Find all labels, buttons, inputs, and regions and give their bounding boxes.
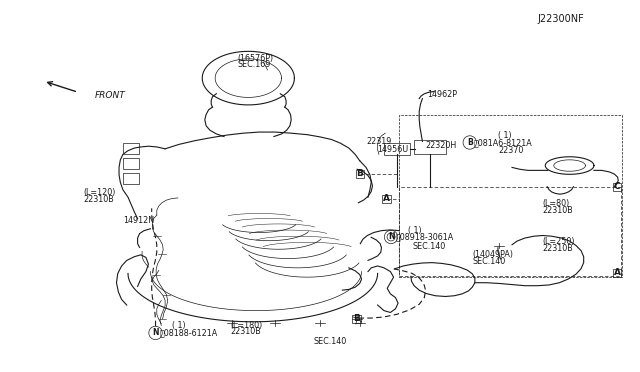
Text: J22300NF: J22300NF [538, 15, 584, 24]
Text: Ⓑ081A6-8121A: Ⓑ081A6-8121A [474, 138, 532, 147]
Text: (L=180): (L=180) [230, 321, 262, 330]
Text: 22319: 22319 [366, 137, 392, 146]
Text: C: C [614, 182, 620, 191]
Text: (L=120): (L=120) [83, 188, 116, 197]
Text: N: N [152, 328, 159, 337]
Bar [353, 315, 360, 323]
Bar [123, 143, 139, 154]
Text: 22370: 22370 [498, 146, 524, 155]
Text: 22320H: 22320H [426, 141, 457, 150]
Text: 14912N: 14912N [124, 216, 155, 225]
Text: 22310B: 22310B [542, 206, 573, 215]
Text: ( 1): ( 1) [172, 321, 185, 330]
Text: B: B [353, 314, 360, 323]
Bar [123, 158, 139, 169]
Text: N: N [388, 232, 394, 241]
Text: (16576P): (16576P) [237, 54, 273, 62]
Text: (14049PA): (14049PA) [472, 250, 513, 259]
Text: 14962P: 14962P [428, 90, 458, 99]
Text: SEC.140: SEC.140 [472, 257, 506, 266]
Text: 22310B: 22310B [230, 327, 261, 336]
Text: B: B [467, 138, 472, 147]
Text: FRONT: FRONT [95, 91, 125, 100]
Text: B: B [356, 169, 363, 178]
Text: 22310B: 22310B [542, 244, 573, 253]
Text: 14956U: 14956U [377, 145, 408, 154]
Text: A: A [614, 268, 620, 277]
FancyBboxPatch shape [414, 140, 446, 154]
Text: SEC.140: SEC.140 [314, 337, 347, 346]
Bar [613, 269, 621, 277]
Bar [613, 183, 621, 191]
Text: ⓝ08918-3061A: ⓝ08918-3061A [396, 232, 454, 241]
Text: (L=250): (L=250) [542, 237, 575, 246]
Bar [123, 173, 139, 184]
Text: 22310B: 22310B [83, 195, 114, 204]
FancyBboxPatch shape [383, 143, 410, 155]
Bar [383, 195, 390, 203]
Text: ⓝ08188-6121A: ⓝ08188-6121A [160, 328, 218, 337]
Text: SEC.169: SEC.169 [237, 60, 271, 69]
Text: ( 1): ( 1) [408, 226, 422, 235]
Bar [356, 170, 364, 178]
Text: (L=80): (L=80) [542, 199, 570, 208]
Bar [399, 115, 622, 277]
Text: ( 1): ( 1) [498, 131, 511, 140]
Text: SEC.140: SEC.140 [412, 242, 445, 251]
Text: A: A [383, 194, 390, 203]
